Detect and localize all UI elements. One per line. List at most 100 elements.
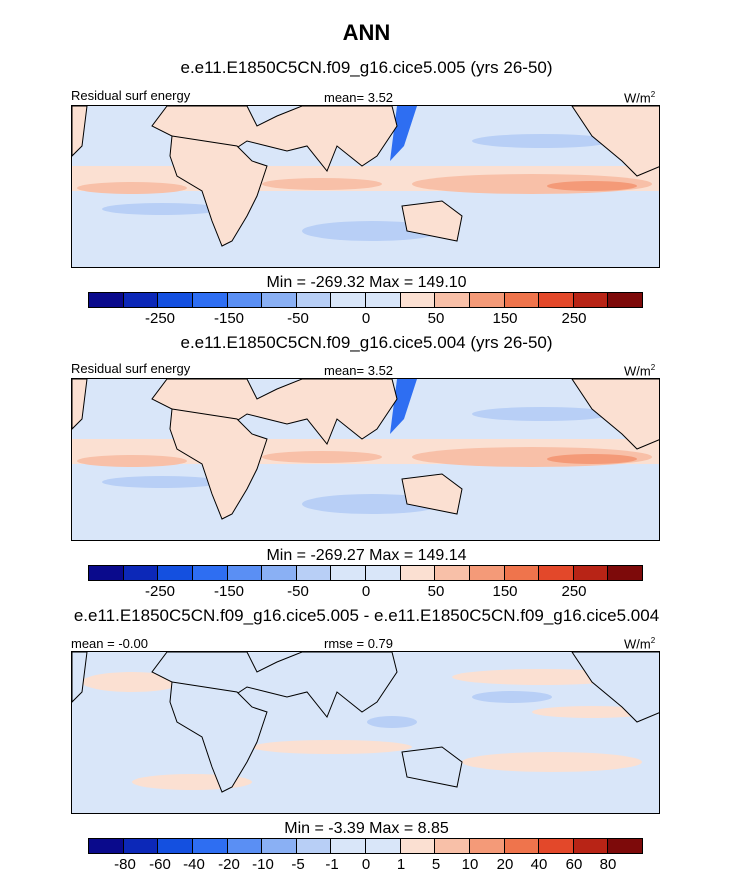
panel1-min-max: Min = -269.32 Max = 149.10 <box>266 274 467 291</box>
colorbar-box <box>400 839 436 853</box>
panel1-center-label: mean= 3.52 <box>324 90 394 105</box>
colorbar-tick: 150 <box>492 583 518 600</box>
south-america-west-edge <box>72 379 88 430</box>
colorbar-tick: 250 <box>561 583 587 600</box>
panel1-map-svg <box>72 106 659 267</box>
pacific-warm-core <box>547 454 637 464</box>
colorbar-box <box>469 566 505 580</box>
colorbar-box <box>573 839 609 853</box>
colorbar-box <box>192 839 228 853</box>
panel2-title: e.e11.E1850C5CN.f09_g16.cice5.004 (yrs 2… <box>180 333 553 352</box>
colorbar-tick: 0 <box>361 310 371 327</box>
atlantic-warm-band <box>77 182 187 194</box>
colorbar-tick: -40 <box>183 856 205 873</box>
colorbar-box <box>608 839 642 853</box>
diff-warm-patch <box>532 706 652 718</box>
colorbar-tick: 1 <box>396 856 406 873</box>
australia <box>401 200 463 242</box>
panel1-title: e.e11.E1850C5CN.f09_g16.cice5.005 (yrs 2… <box>180 58 553 77</box>
colorbar-box <box>504 293 540 307</box>
colorbar-box <box>331 293 366 307</box>
africa <box>169 135 268 247</box>
diff-warm-patch <box>462 752 642 772</box>
colorbar-box <box>469 839 505 853</box>
colorbar-box <box>296 839 332 853</box>
americas-east <box>571 652 659 723</box>
panel3-title: e.e11.E1850C5CN.f09_g16.cice5.005 - e.e1… <box>73 606 660 625</box>
colorbar-tick: -50 <box>287 583 309 600</box>
north-pacific-cool <box>472 407 612 421</box>
indian-warm-band <box>262 451 382 463</box>
colorbar-tick: 50 <box>427 310 445 327</box>
colorbar-box <box>435 566 470 580</box>
colorbar-box <box>504 839 540 853</box>
colorbar-tick: -150 <box>213 310 245 327</box>
colorbar-box <box>366 839 401 853</box>
colorbar-tick: -250 <box>144 583 176 600</box>
colorbar-tick: -20 <box>218 856 240 873</box>
colorbar-box <box>227 839 263 853</box>
colorbar-box <box>539 839 574 853</box>
colorbar-box <box>158 293 193 307</box>
colorbar-box <box>89 839 124 853</box>
colorbar-tick: 50 <box>427 583 445 600</box>
colorbar-box <box>192 293 228 307</box>
colorbar-tick: -1 <box>325 856 339 873</box>
colorbar-tick: 0 <box>361 583 371 600</box>
panel3-units: W/m2 <box>624 636 655 651</box>
units-superscript: 2 <box>650 636 656 645</box>
colorbar-box <box>573 566 609 580</box>
americas-east <box>571 106 659 177</box>
colorbar-box <box>123 566 159 580</box>
panel2-map-svg <box>72 379 659 540</box>
colorbar-box <box>296 566 332 580</box>
panel3-center-label: rmse = 0.79 <box>324 636 394 651</box>
colorbar-box <box>504 566 540 580</box>
panel2-center-label: mean= 3.52 <box>324 363 394 378</box>
panel1-map <box>71 105 660 268</box>
colorbar-box <box>400 293 436 307</box>
panel1-continents <box>72 106 659 247</box>
colorbar-box <box>400 566 436 580</box>
colorbar-box <box>227 566 263 580</box>
units-text: W/m <box>624 636 651 652</box>
colorbar-tick: 80 <box>599 856 617 873</box>
colorbar-tick: -50 <box>287 310 309 327</box>
units-text: W/m <box>624 363 651 379</box>
colorbar-box <box>331 566 366 580</box>
colorbar-box <box>89 566 124 580</box>
south-atlantic-cool <box>102 203 222 215</box>
colorbar-tick: 250 <box>561 310 587 327</box>
colorbar-box <box>158 566 193 580</box>
panel3-map <box>71 651 660 814</box>
colorbar-box <box>608 566 642 580</box>
units-superscript: 2 <box>650 363 656 372</box>
colorbar-tick: -60 <box>149 856 171 873</box>
colorbar-tick: -150 <box>213 583 245 600</box>
colorbar-tick: 60 <box>565 856 583 873</box>
panel3-map-svg <box>72 652 659 813</box>
south-atlantic-cool <box>102 476 222 488</box>
colorbar-box <box>573 293 609 307</box>
colorbar-box <box>262 566 297 580</box>
colorbar-box <box>296 293 332 307</box>
pacific-warm-core <box>547 181 637 191</box>
panel3-colorbar <box>88 838 643 854</box>
panel2-map <box>71 378 660 541</box>
colorbar-box <box>435 839 470 853</box>
diff-warm-patch <box>82 672 182 692</box>
colorbar-box <box>123 293 159 307</box>
colorbar-box <box>608 293 642 307</box>
south-america-west-edge <box>72 106 88 157</box>
atlantic-warm-band <box>77 455 187 467</box>
colorbar-box <box>469 293 505 307</box>
australia <box>401 473 463 515</box>
panel3-min-max: Min = -3.39 Max = 8.85 <box>284 820 449 837</box>
colorbar-box <box>366 293 401 307</box>
colorbar-tick: -5 <box>291 856 305 873</box>
kuroshio-cold <box>390 379 417 434</box>
colorbar-box <box>123 839 159 853</box>
colorbar-tick: 40 <box>530 856 548 873</box>
diff-cool-patch <box>367 716 417 728</box>
colorbar-box <box>539 566 574 580</box>
